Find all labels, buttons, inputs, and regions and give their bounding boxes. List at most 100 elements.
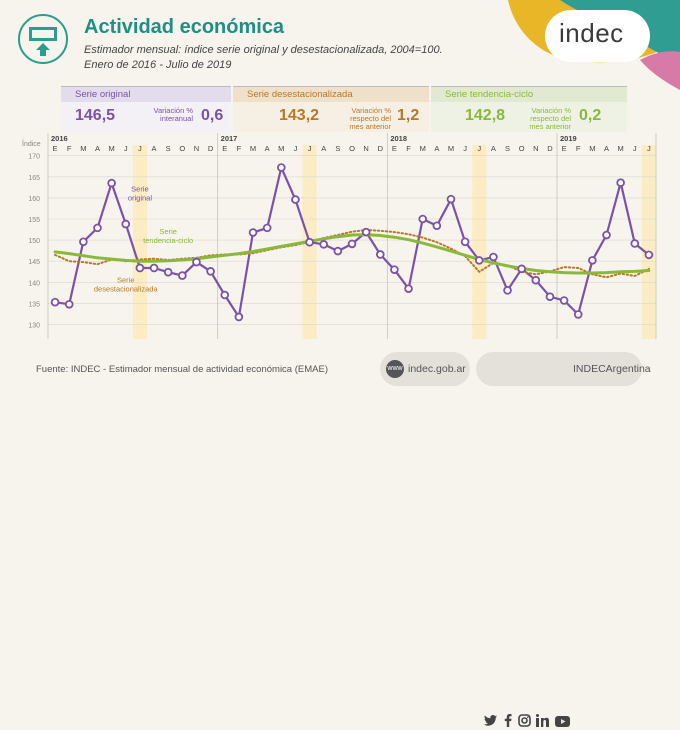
summary-box-var-label: Variación % respecto del mes anterior <box>529 106 571 131</box>
data-point <box>64 299 74 309</box>
data-point <box>277 163 286 172</box>
year-label: 2016 <box>51 134 68 143</box>
instagram-icon[interactable] <box>518 714 531 730</box>
data-point <box>149 263 159 273</box>
data-point <box>588 256 597 265</box>
july-highlight <box>472 145 487 339</box>
month-label: J <box>647 144 651 153</box>
month-label: J <box>124 144 128 153</box>
data-point <box>262 223 272 233</box>
month-label: E <box>53 144 58 153</box>
year-label: 2018 <box>390 134 407 143</box>
data-point <box>121 219 131 229</box>
year-label: 2017 <box>221 134 238 143</box>
summary-box-label: Serie original <box>61 87 231 102</box>
data-point <box>404 284 413 293</box>
data-point <box>50 297 60 307</box>
brand-bubble <box>545 10 650 62</box>
website-pill[interactable]: www indec.gob.ar <box>380 352 470 386</box>
data-point <box>503 286 512 295</box>
month-label: A <box>95 144 100 153</box>
month-label: E <box>562 144 567 153</box>
data-point <box>163 267 173 277</box>
month-label: F <box>576 144 581 153</box>
data-point <box>517 264 526 274</box>
data-point <box>573 310 583 319</box>
month-label: J <box>633 144 637 153</box>
y-tick-label: 145 <box>28 259 40 266</box>
month-label: F <box>406 144 411 153</box>
indec-logo: indec <box>559 18 624 48</box>
data-point <box>107 178 116 188</box>
month-label: A <box>321 144 326 153</box>
data-point <box>630 239 640 248</box>
data-point <box>291 195 300 204</box>
emae-line-chart: 130 135 140 145 150 155 160 165 170 Índice 2016 201… <box>22 133 657 339</box>
data-point <box>446 194 456 204</box>
summary-box-seasonal: Serie desestacionalizada 143,2 Variación… <box>233 86 429 132</box>
summary-box-label: Serie tendencia-ciclo <box>431 87 627 102</box>
month-label: A <box>265 144 270 153</box>
data-point <box>305 237 314 247</box>
data-point <box>361 227 371 237</box>
y-tick-label: 135 <box>28 301 40 308</box>
data-point <box>559 296 569 305</box>
month-label: S <box>166 144 171 153</box>
summary-box-var-label: Variación % respecto del mes anterior <box>349 106 391 131</box>
summary-box-label: Serie desestacionalizada <box>233 87 429 102</box>
data-point <box>178 271 187 280</box>
summary-box-value: 142,8 <box>465 107 506 124</box>
month-label: J <box>294 144 298 153</box>
month-label: N <box>194 144 199 153</box>
web-icon: www <box>386 360 404 378</box>
data-point <box>375 250 385 259</box>
july-highlight <box>132 145 147 339</box>
y-tick-label: 130 <box>28 323 40 330</box>
month-label: D <box>547 144 553 153</box>
month-label: F <box>67 144 72 153</box>
social-handle[interactable]: INDECArgentina <box>573 363 651 375</box>
data-point <box>616 178 625 187</box>
month-label: N <box>533 144 538 153</box>
data-point <box>79 237 88 247</box>
data-point <box>489 252 498 262</box>
social-pill: INDECArgentina <box>476 352 651 727</box>
website-link[interactable]: indec.gob.ar <box>408 363 466 375</box>
data-point <box>248 228 258 237</box>
source-text: Fuente: INDEC - Estimador mensual de act… <box>36 364 328 375</box>
month-label: D <box>378 144 384 153</box>
page-title: Actividad económica <box>84 16 285 38</box>
y-tick-label: 160 <box>28 196 40 203</box>
period-text: Enero de 2016 - Julio de 2019 <box>84 59 232 71</box>
linkedin-icon[interactable] <box>536 714 549 730</box>
month-label: E <box>392 144 397 153</box>
month-label: O <box>519 144 525 153</box>
youtube-icon[interactable] <box>555 714 570 730</box>
data-point <box>135 263 145 273</box>
year-label: 2019 <box>560 134 577 143</box>
twitter-icon[interactable] <box>484 714 497 730</box>
data-point <box>347 239 357 249</box>
series-annotation: Serie tendencia-ciclo <box>143 227 193 245</box>
facebook-icon[interactable] <box>504 714 512 730</box>
data-point <box>418 214 427 224</box>
month-label: O <box>349 144 355 153</box>
data-point <box>192 257 201 267</box>
month-label: N <box>363 144 368 153</box>
y-tick-label: 150 <box>28 238 40 245</box>
month-label: O <box>179 144 185 153</box>
month-label: J <box>463 144 467 153</box>
data-point <box>474 256 484 265</box>
july-highlight <box>641 145 656 339</box>
month-label: A <box>604 144 609 153</box>
month-label: A <box>491 144 496 153</box>
month-label: A <box>434 144 439 153</box>
data-point <box>333 246 343 256</box>
series-annotation: Serie original <box>128 185 153 203</box>
summary-box-var-value: 1,2 <box>397 107 420 124</box>
month-label: S <box>335 144 340 153</box>
month-label: A <box>152 144 157 153</box>
series-line-2 <box>53 233 651 275</box>
month-label: E <box>222 144 227 153</box>
summary-box-trend: Serie tendencia-ciclo 142,8 Variación % r… <box>431 86 627 132</box>
